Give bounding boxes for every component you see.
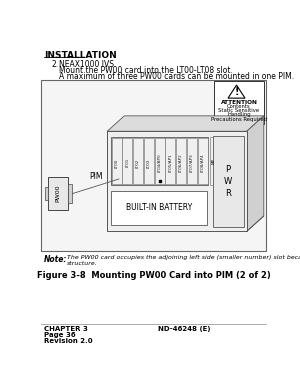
Text: ATTENTION: ATTENTION [220,100,257,105]
Text: Figure 3-8  Mounting PW00 Card into PIM (2 of 2): Figure 3-8 Mounting PW00 Card into PIM (… [37,271,271,281]
Polygon shape [228,85,245,98]
Text: LT05/AP1: LT05/AP1 [168,154,172,172]
Text: INSTALLATION: INSTALLATION [44,51,116,60]
Text: ND-46248 (E): ND-46248 (E) [158,326,210,332]
Bar [198,138,208,184]
Text: LT02: LT02 [136,158,140,168]
Text: Static Sensitive: Static Sensitive [218,108,260,113]
Bar [45,187,48,200]
Bar [165,138,175,184]
Bar [154,138,165,184]
Bar [213,136,244,227]
Bar [107,131,247,231]
Text: Mount the PW00 card into the LT00-LT08 slot.: Mount the PW00 card into the LT00-LT08 s… [59,66,233,75]
Bar [112,138,122,184]
Text: A maximum of three PW00 cards can be mounted in one PIM.: A maximum of three PW00 cards can be mou… [59,72,294,81]
Text: LT00: LT00 [115,158,119,168]
Bar [68,184,72,203]
Text: MP: MP [212,158,215,164]
Bar [41,80,266,251]
Text: LT06/AP2: LT06/AP2 [179,154,183,172]
Text: LT01: LT01 [125,158,129,168]
Text: !: ! [234,87,239,97]
Text: LT08/AP4: LT08/AP4 [201,154,205,172]
Text: Contents: Contents [227,104,251,109]
Bar [111,191,207,225]
Bar [187,138,197,184]
Text: PIM: PIM [89,172,103,181]
Text: LT04/AP0: LT04/AP0 [158,154,162,172]
Text: NEAX1000 IVS: NEAX1000 IVS [59,60,114,69]
Bar [111,137,208,185]
Text: Handling: Handling [227,113,251,118]
Bar [210,137,217,185]
Bar [48,177,68,210]
Text: Precautions Required: Precautions Required [211,117,267,121]
Bar [176,138,186,184]
Bar [122,138,132,184]
Text: Note:: Note: [44,255,67,264]
Text: The PW00 card occupies the adjoining left side (smaller number) slot because of : The PW00 card occupies the adjoining lef… [67,255,300,260]
Text: LT07/AP3: LT07/AP3 [190,154,194,172]
Polygon shape [107,116,264,131]
Text: P
W
R: P W R [224,165,232,197]
Text: CHAPTER 3: CHAPTER 3 [44,326,88,332]
Bar [133,138,143,184]
Text: LT03: LT03 [147,158,151,168]
Bar [144,138,154,184]
Text: 2.: 2. [52,60,58,69]
Text: Revision 2.0: Revision 2.0 [44,338,92,345]
Bar [214,81,264,123]
Polygon shape [247,116,264,231]
Text: BUILT-IN BATTERY: BUILT-IN BATTERY [126,203,192,212]
Text: structure.: structure. [67,262,98,267]
Text: PW00: PW00 [56,185,61,203]
Text: Page 36: Page 36 [44,332,75,338]
